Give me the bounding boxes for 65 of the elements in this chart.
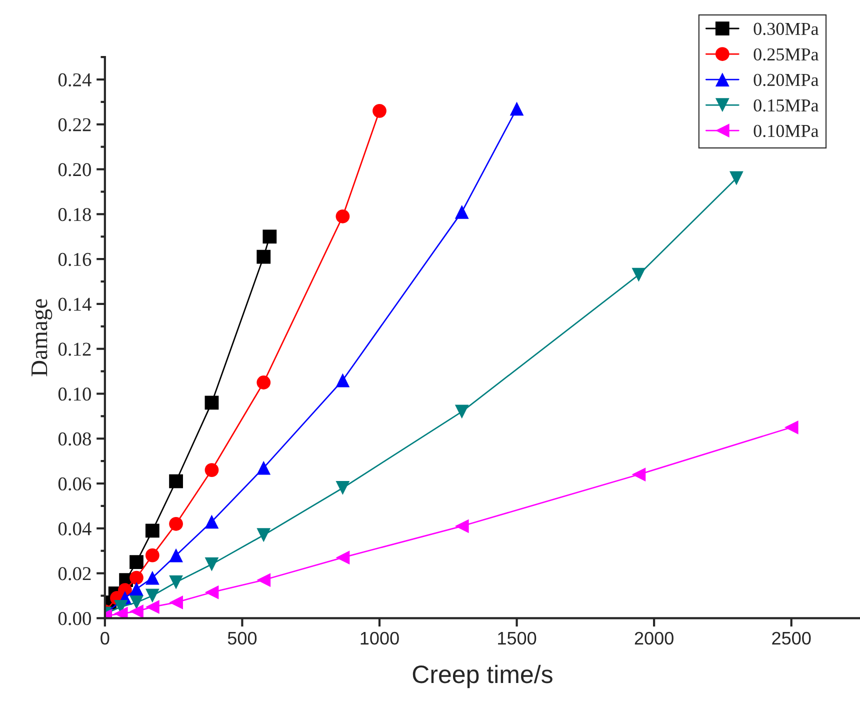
y-tick-label: 0.04: [58, 522, 92, 536]
point: [632, 268, 646, 282]
point: [204, 557, 219, 572]
point: [169, 575, 183, 590]
point: [204, 463, 219, 477]
y-tick-label: 0.16: [58, 252, 92, 266]
point: [454, 519, 469, 534]
point: [372, 104, 386, 118]
point: [145, 588, 160, 603]
point: [169, 474, 183, 488]
point: [784, 420, 798, 434]
point: [336, 209, 350, 224]
point: [510, 102, 524, 116]
point: [454, 204, 469, 219]
point: [130, 596, 144, 610]
y-tick-label: 0.06: [58, 477, 92, 491]
x-tick-label: 500: [228, 632, 257, 645]
legend-label: 0.20MPa: [754, 74, 819, 86]
y-tick-label: 0.14: [58, 298, 92, 311]
point: [256, 573, 271, 587]
y-tick-label: 0.18: [58, 208, 91, 222]
y-tick-label: 0.08: [58, 432, 91, 446]
y-tick-label: 0.00: [58, 612, 91, 626]
point: [169, 516, 183, 531]
point: [130, 582, 144, 596]
point: [145, 600, 160, 614]
y-tick-label: 0.22: [58, 118, 91, 132]
point: [729, 171, 744, 186]
y-tick-label: 0.12: [58, 342, 91, 356]
x-tick-label: 2500: [772, 632, 811, 645]
point: [204, 585, 219, 600]
legend-label: 0.25MPa: [754, 48, 819, 61]
point: [145, 570, 160, 585]
x-axis-title: Creep time/s: [412, 664, 552, 688]
point: [336, 481, 350, 495]
y-tick-label: 0.10: [58, 388, 91, 401]
point: [256, 376, 271, 390]
point: [336, 550, 350, 565]
point: [145, 548, 160, 562]
point: [256, 460, 271, 475]
x-tick-label: 0: [100, 632, 110, 645]
point: [169, 596, 183, 610]
legend-label: 0.10MPa: [754, 124, 819, 138]
x-tick-label: 1000: [360, 632, 399, 645]
y-tick-label: 0.02: [58, 567, 91, 580]
point: [204, 514, 219, 529]
y-axis-title: Damage: [32, 299, 52, 376]
point: [169, 548, 183, 562]
point: [454, 404, 469, 419]
legend-label: 0.30MPa: [754, 22, 819, 36]
point: [130, 570, 144, 585]
x-tick-label: 1500: [498, 632, 536, 645]
point: [632, 468, 646, 482]
point: [130, 604, 144, 618]
point: [262, 230, 277, 244]
point: [256, 528, 271, 542]
y-tick-label: 0.24: [58, 73, 92, 87]
point: [256, 250, 271, 264]
point: [336, 373, 350, 388]
x-tick-label: 2000: [634, 632, 674, 645]
legend-label: 0.15MPa: [754, 99, 819, 112]
point: [204, 396, 219, 410]
y-tick-label: 0.20: [58, 163, 91, 176]
point: [130, 555, 144, 570]
point: [145, 524, 160, 538]
